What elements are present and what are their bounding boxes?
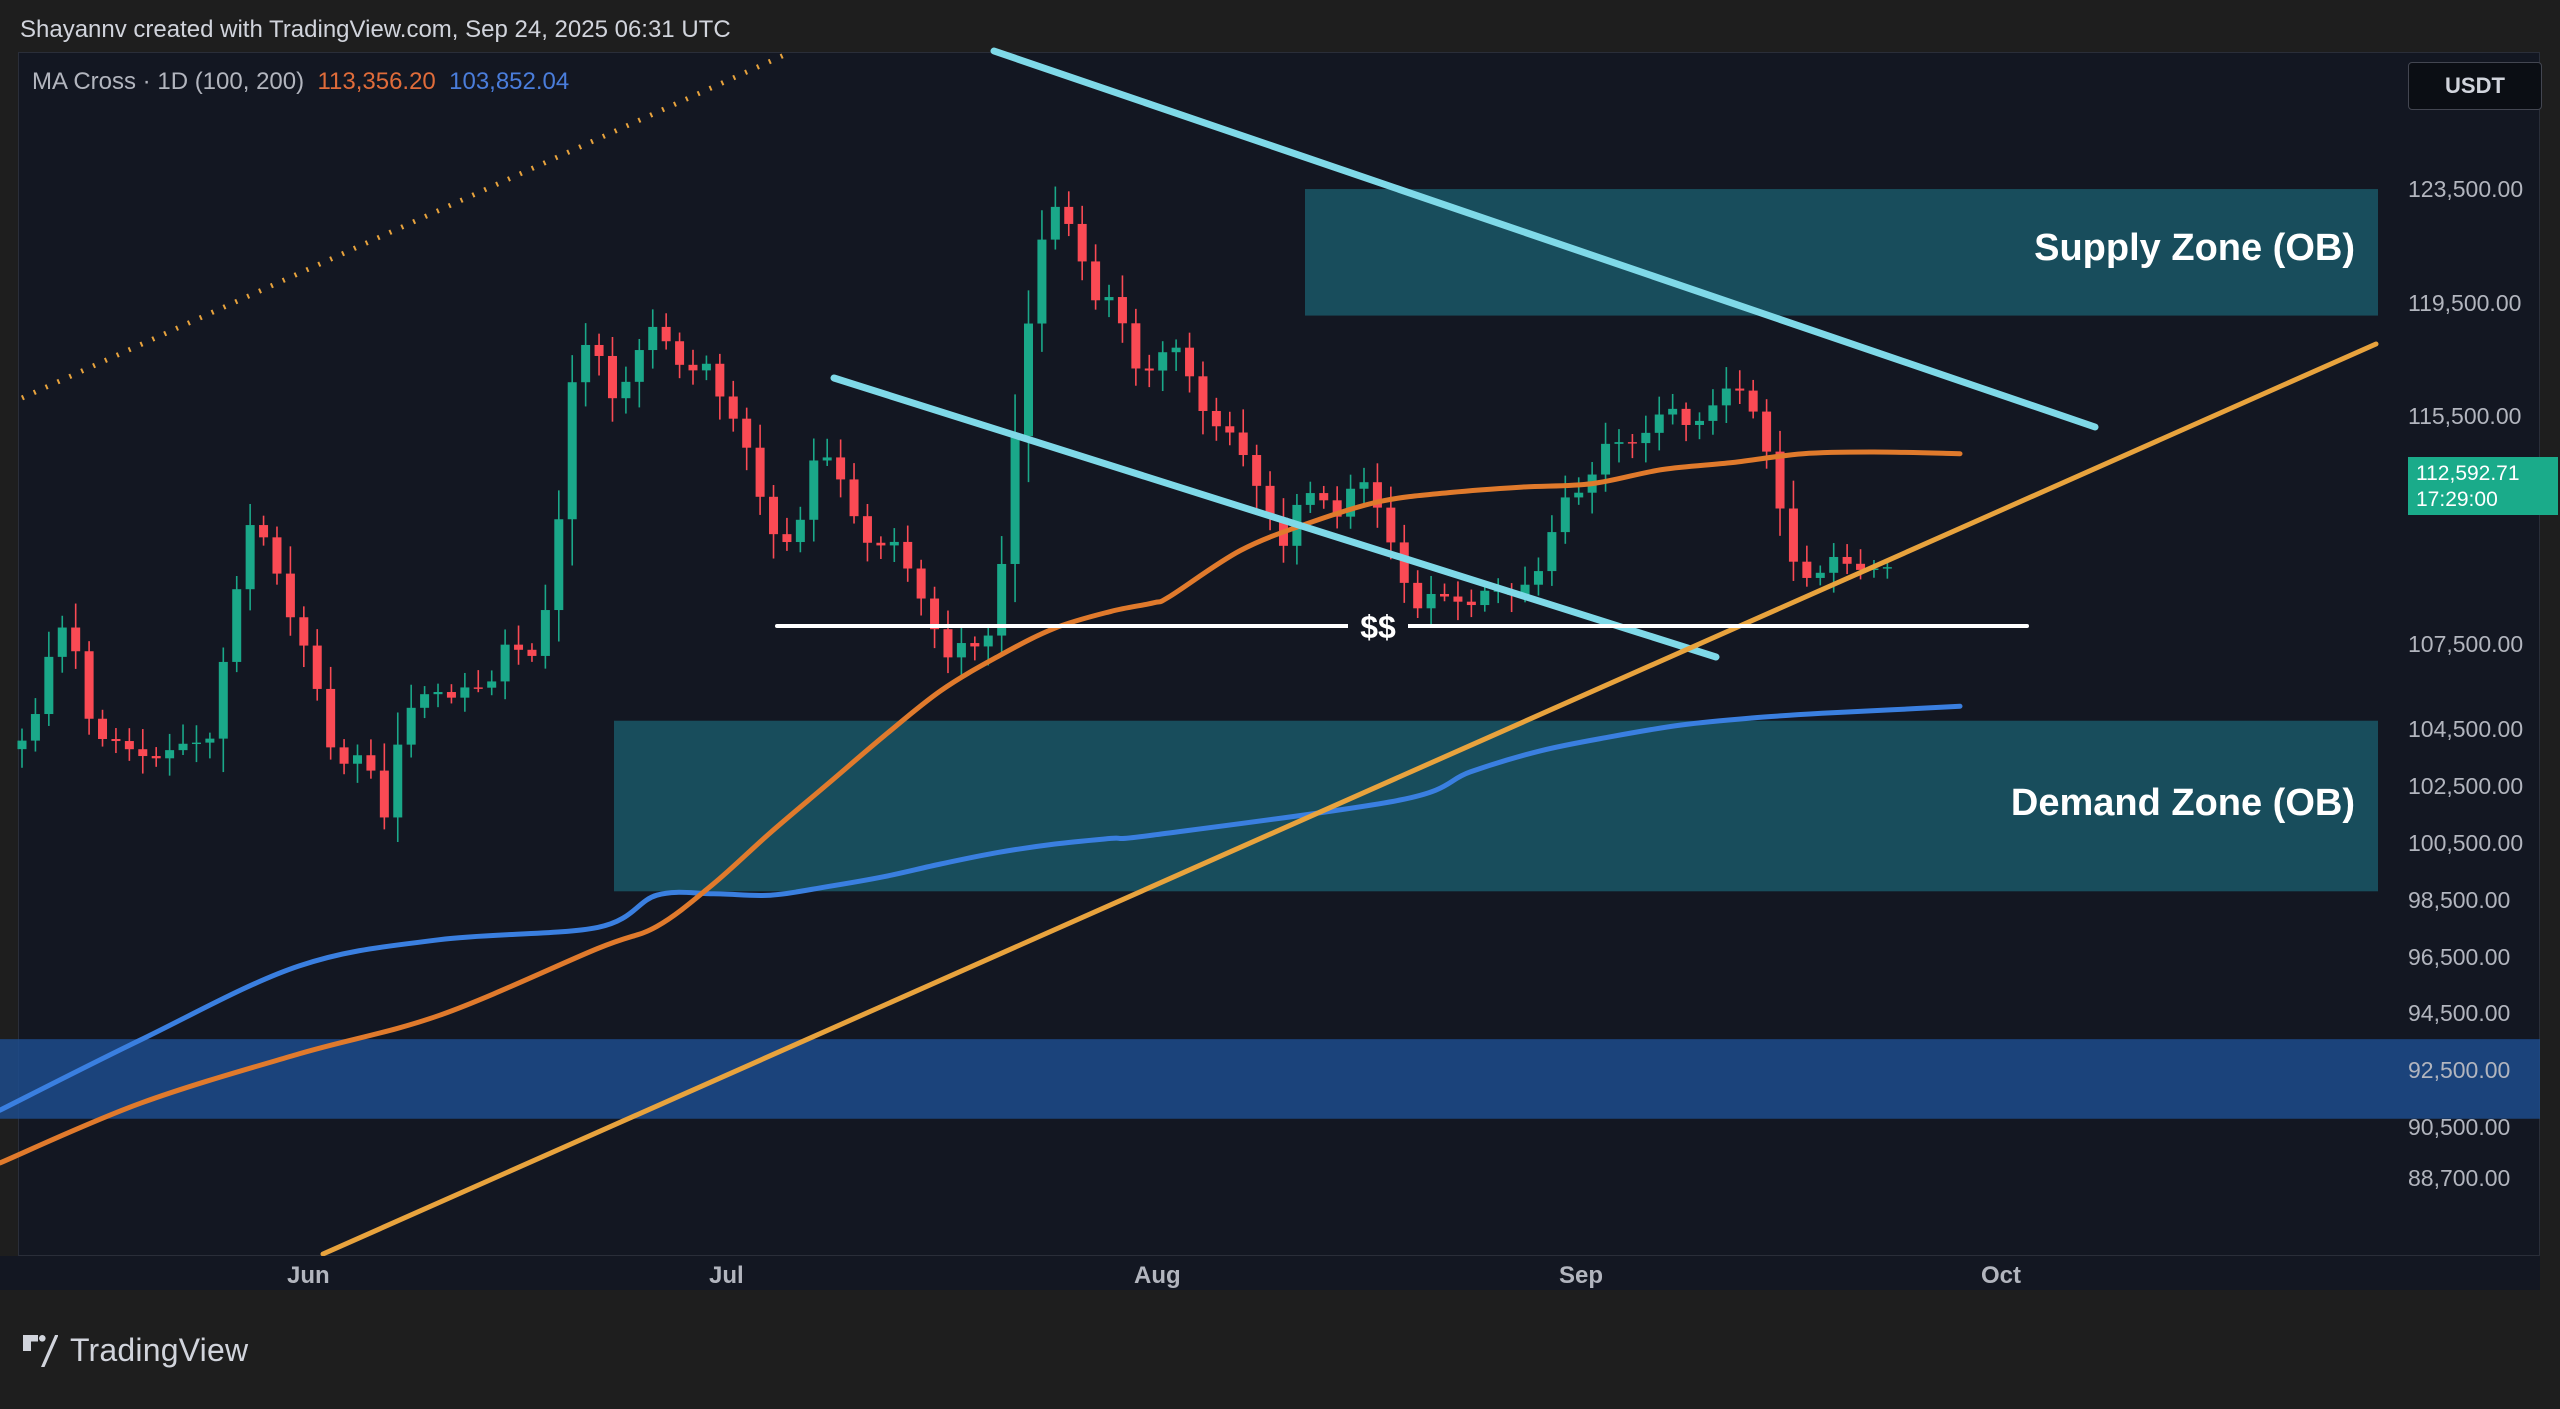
svg-text:Supply Zone (OB): Supply Zone (OB) [2034, 227, 2355, 269]
svg-text:Demand Zone (OB): Demand Zone (OB) [2011, 782, 2355, 824]
svg-text:$$: $$ [1360, 609, 1396, 645]
